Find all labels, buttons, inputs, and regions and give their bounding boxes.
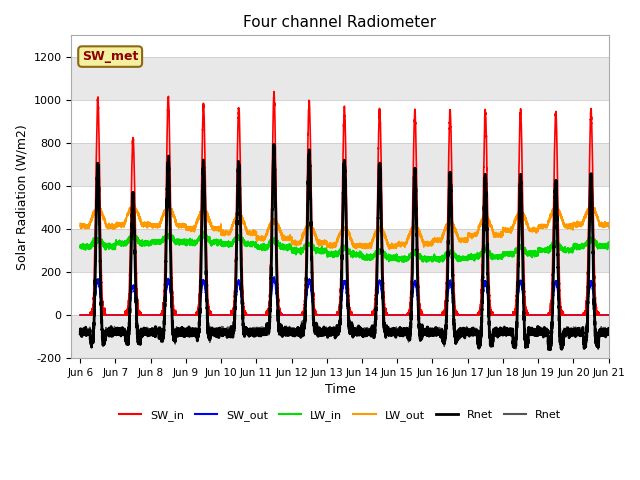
Bar bbox=[72, 229, 609, 272]
Legend: SW_in, SW_out, LW_in, LW_out, Rnet, Rnet: SW_in, SW_out, LW_in, LW_out, Rnet, Rnet bbox=[114, 406, 566, 425]
Bar bbox=[72, 143, 609, 186]
X-axis label: Time: Time bbox=[324, 383, 355, 396]
Bar bbox=[72, 315, 609, 358]
Bar bbox=[72, 57, 609, 100]
Text: SW_met: SW_met bbox=[82, 50, 138, 63]
Title: Four channel Radiometer: Four channel Radiometer bbox=[243, 15, 436, 30]
Y-axis label: Solar Radiation (W/m2): Solar Radiation (W/m2) bbox=[15, 124, 28, 270]
